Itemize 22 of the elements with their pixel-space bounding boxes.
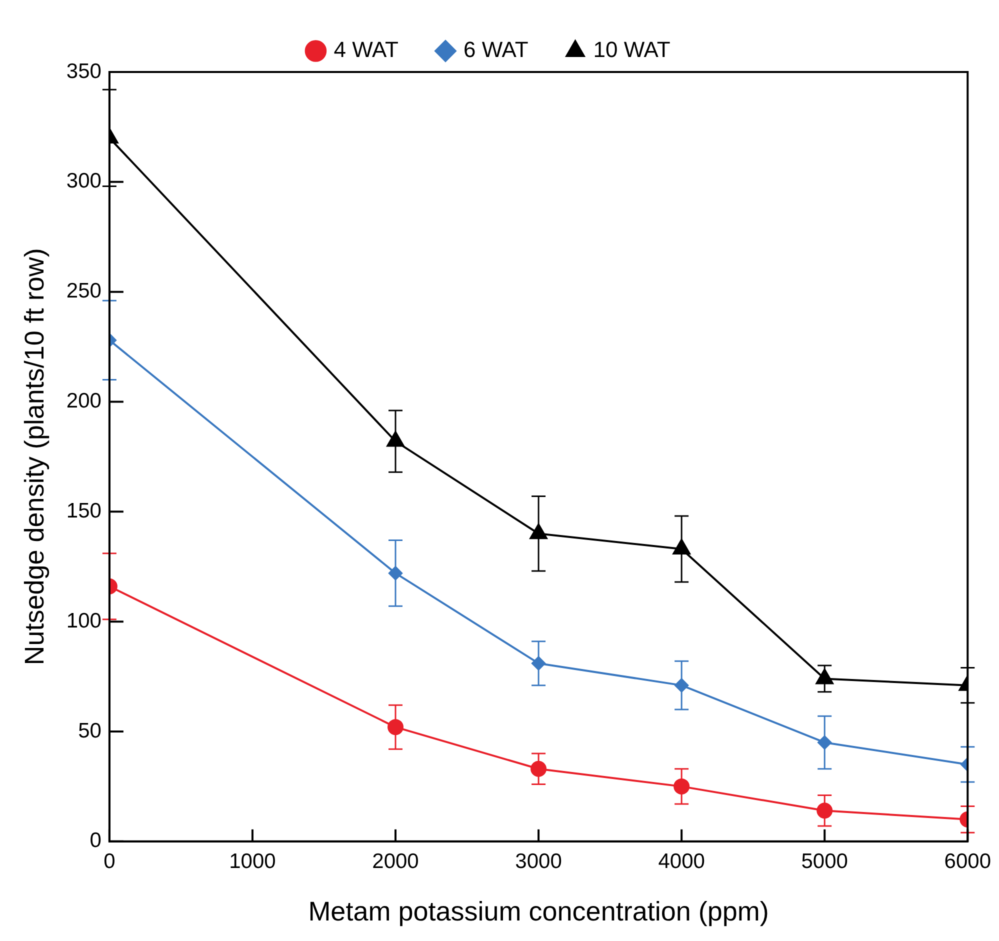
y-tick-label: 150	[66, 499, 102, 522]
legend-label: 10 WAT	[593, 37, 670, 62]
y-tick-label: 100	[66, 609, 102, 632]
y-tick-label: 200	[66, 390, 102, 413]
y-tick-label: 300	[66, 170, 102, 193]
legend-label: 4 WAT	[334, 37, 398, 62]
x-tick-label: 5000	[801, 850, 848, 873]
y-axis-title: Nutsedge density (plants/10 ft row)	[20, 248, 50, 666]
x-tick-label: 1000	[229, 850, 276, 873]
point	[674, 778, 690, 794]
y-tick-label: 0	[90, 829, 102, 852]
y-tick-label: 50	[78, 719, 102, 742]
point	[388, 719, 404, 736]
y-tick-label: 350	[66, 60, 102, 83]
x-tick-label: 4000	[658, 850, 705, 873]
legend-label: 6 WAT	[463, 37, 528, 62]
x-tick-label: 2000	[372, 850, 419, 873]
x-axis-title: Metam potassium concentration (ppm)	[308, 896, 769, 926]
x-tick-label: 6000	[944, 850, 991, 873]
x-tick-label: 3000	[515, 850, 562, 873]
y-tick-label: 250	[66, 280, 102, 303]
point	[386, 431, 404, 447]
